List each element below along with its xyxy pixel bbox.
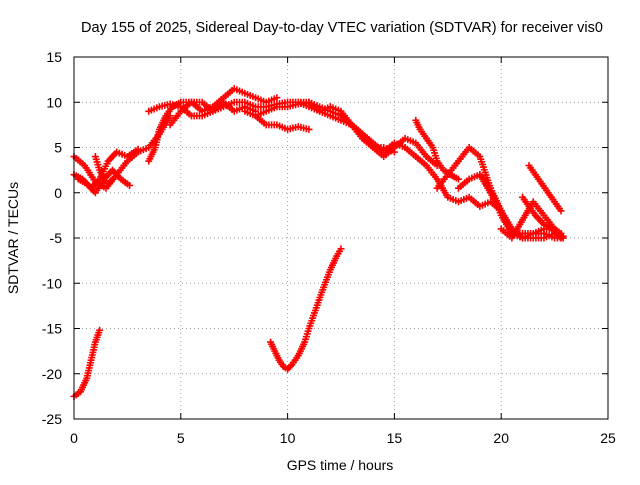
- y-tick-label: -5: [50, 230, 63, 246]
- x-tick-label: 10: [280, 430, 296, 446]
- x-tick-label: 0: [70, 430, 78, 446]
- series-track-m: [267, 245, 345, 373]
- data-point: [454, 175, 462, 183]
- data-point: [126, 182, 134, 190]
- y-tick-label: 0: [54, 185, 62, 201]
- y-tick-label: 15: [46, 49, 62, 65]
- y-tick-label: 10: [46, 94, 62, 110]
- data-point: [557, 207, 565, 215]
- x-tick-label: 5: [177, 430, 185, 446]
- y-tick-label: 5: [54, 140, 62, 156]
- grid-lines: [74, 57, 608, 419]
- y-tick-label: -15: [42, 321, 62, 337]
- data-point: [107, 177, 115, 185]
- series-track-u: [525, 162, 565, 215]
- chart-title: Day 155 of 2025, Sidereal Day-to-day VTE…: [81, 20, 603, 36]
- data-point: [390, 148, 398, 156]
- y-axis-label: SDTVAR / TECUs: [5, 182, 21, 294]
- y-tick-label: -20: [42, 366, 62, 382]
- series-track-a: [70, 326, 104, 400]
- y-tick-label: -10: [42, 275, 62, 291]
- series-track-n: [401, 144, 505, 215]
- x-axis-label: GPS time / hours: [287, 457, 394, 473]
- x-tick-label: 25: [600, 430, 616, 446]
- data-point: [305, 125, 313, 133]
- data-point: [337, 245, 345, 253]
- series-track-t: [519, 193, 565, 242]
- data-points: [70, 85, 567, 400]
- data-point: [557, 234, 565, 242]
- series-track-l: [326, 103, 398, 156]
- x-tick-label: 15: [387, 430, 403, 446]
- data-point: [96, 326, 104, 334]
- series-track-e: [91, 153, 116, 188]
- data-point: [273, 94, 281, 102]
- data-point: [108, 175, 116, 183]
- data-point: [134, 145, 142, 153]
- series-track-b: [70, 112, 174, 192]
- series-track-o: [412, 116, 462, 183]
- data-point: [286, 362, 294, 370]
- y-tick-label: -25: [42, 411, 62, 427]
- x-tick-label: 20: [493, 430, 509, 446]
- axis-ticks: 0 5 10 15 20 25 -25 -20 -15 -10 -5 0 5 10 15: [42, 49, 616, 446]
- series-track-j: [252, 112, 313, 133]
